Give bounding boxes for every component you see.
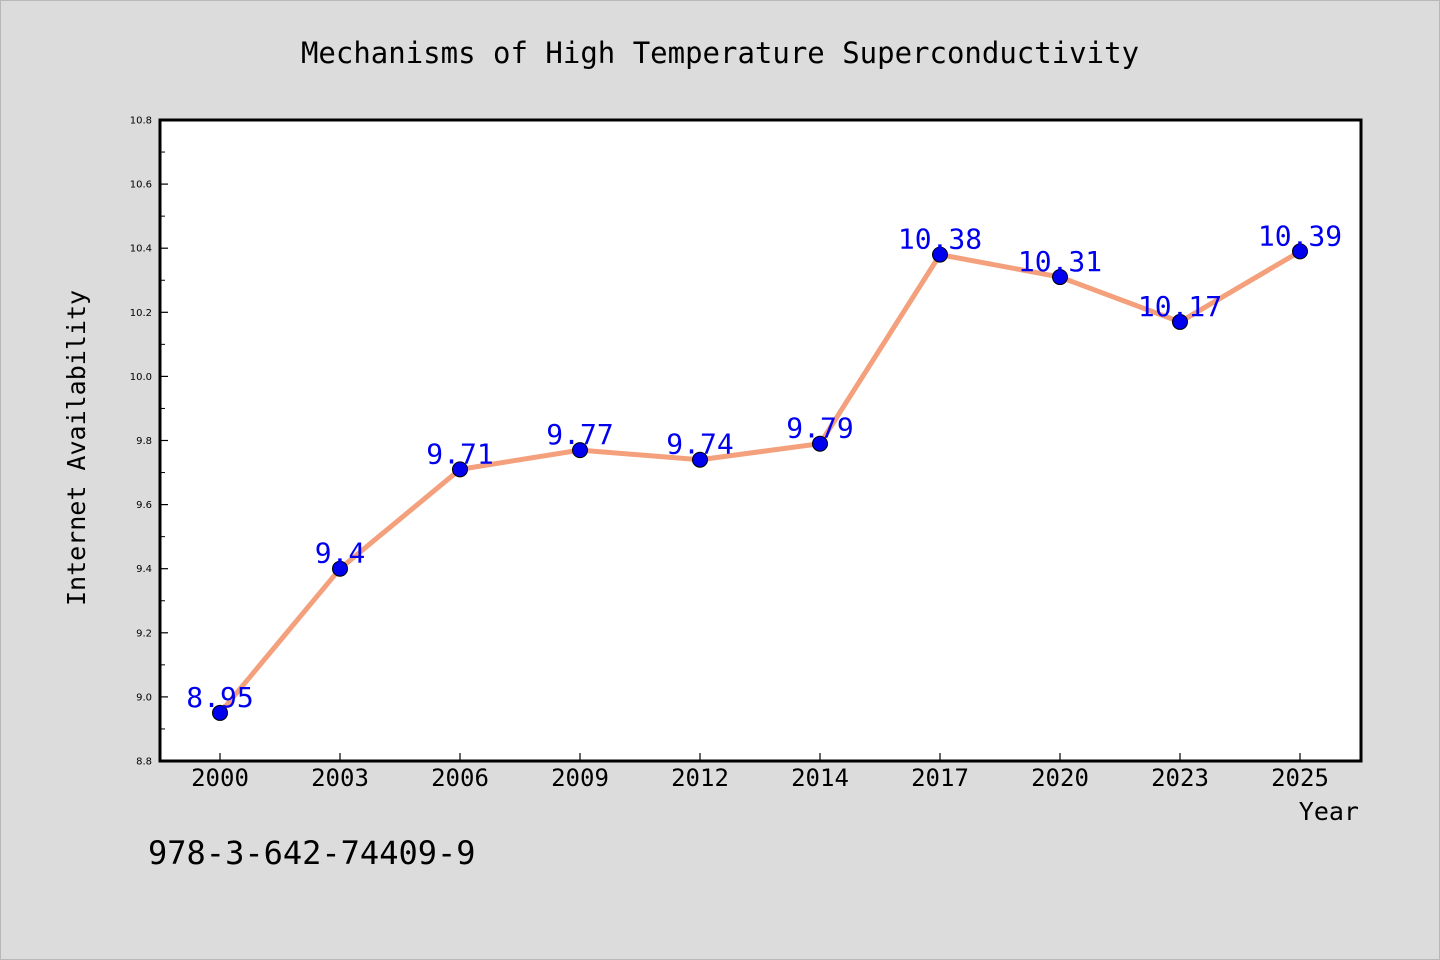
y-tick-label: 9.6 [136,500,152,511]
x-axis-ticks: 2000 2003 2006 2009 2012 2014 2017 2020 2023 2025 [191,753,1329,792]
data-label: 10.38 [898,223,982,256]
data-point [332,560,348,577]
x-tick-label: 2025 [1271,764,1329,792]
y-tick-label: 10.0 [130,372,152,383]
x-axis-label: Year [1299,797,1359,826]
data-point [932,246,948,263]
y-tick-label: 8.8 [136,757,152,768]
y-tick-label: 10.6 [130,180,152,191]
data-label: 9.74 [666,428,733,461]
data-label: 9.79 [786,412,853,445]
y-tick-label: 10.4 [130,244,152,255]
data-label-layer: 8.95 9.4 9.71 9.77 9.74 9.79 10.38 10.31 10.17 10… [186,219,1342,714]
y-axis-ticks: 8.8 9.0 9.2 9.4 9.6 9.8 10.0 10.2 10.4 10.6 10.8 [130,116,168,768]
x-tick-label: 2009 [551,764,609,792]
x-tick-label: 2023 [1151,764,1209,792]
isbn-footer: 978-3-642-74409-9 [148,834,476,872]
data-label: 10.31 [1018,245,1102,278]
chart-title: Mechanisms of High Temperature Supercond… [301,36,1139,70]
data-point [812,435,828,452]
data-point [692,451,708,468]
data-point [1172,313,1188,330]
data-point [1292,243,1308,260]
x-tick-label: 2003 [311,764,369,792]
y-tick-label: 9.8 [136,436,152,447]
x-tick-label: 2020 [1031,764,1089,792]
x-tick-label: 2006 [431,764,489,792]
plot-area [158,118,1363,763]
data-point [1052,269,1068,286]
data-point [572,442,588,459]
y-axis-label: Internet Availability [62,290,91,606]
data-label: 10.39 [1258,219,1342,252]
y-tick-label: 9.0 [136,692,152,703]
series-layer [212,243,1308,721]
x-tick-label: 2014 [791,764,849,792]
x-tick-label: 2012 [671,764,729,792]
data-point [452,461,468,478]
data-label: 9.71 [426,437,493,470]
data-label: 8.95 [186,681,253,714]
data-label: 9.4 [315,537,366,570]
y-tick-label: 9.2 [136,628,152,639]
data-label: 10.17 [1138,290,1222,323]
y-tick-label: 10.2 [130,308,152,319]
series-line [217,248,1303,716]
data-point [212,704,228,721]
data-label: 9.77 [546,418,613,451]
x-tick-label: 2000 [191,764,249,792]
y-tick-label: 9.4 [136,564,152,575]
x-tick-label: 2017 [911,764,969,792]
y-tick-label: 10.8 [130,116,152,127]
